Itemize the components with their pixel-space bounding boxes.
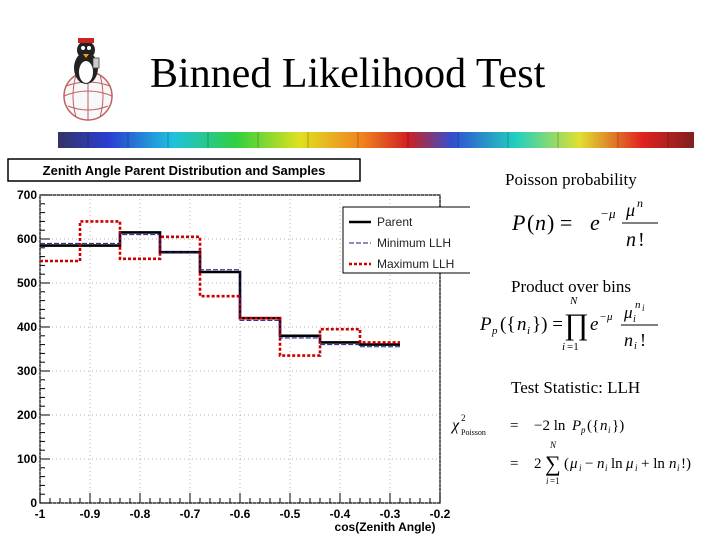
- svg-text:({: ({: [500, 314, 515, 335]
- svg-text:μ: μ: [608, 206, 616, 221]
- y-tick-label: 700: [17, 188, 37, 202]
- svg-text:−2 ln: −2 ln: [534, 418, 566, 434]
- svg-text:−: −: [601, 206, 608, 221]
- svg-text:n: n: [597, 456, 605, 472]
- svg-text:}) =: }) =: [532, 314, 563, 335]
- x-tick-label: -0.2: [430, 507, 451, 521]
- svg-text:ln: ln: [611, 456, 623, 472]
- legend-box: [342, 206, 470, 274]
- svg-text:μ: μ: [569, 456, 578, 472]
- poisson-probability-label: Poisson probability: [505, 170, 637, 189]
- svg-text:P: P: [571, 418, 581, 434]
- x-tick-label: -0.9: [80, 507, 101, 521]
- svg-text:e: e: [590, 210, 600, 235]
- experiment-logo: [63, 38, 113, 121]
- poisson-formula: P ( n ) = e − μ μ n n !: [511, 196, 658, 251]
- svg-text:=: =: [510, 456, 518, 472]
- x-tick-label: -1: [35, 507, 46, 521]
- svg-text:+ ln: + ln: [641, 456, 665, 472]
- y-tick-label: 500: [17, 276, 37, 290]
- svg-text:i: i: [635, 463, 638, 473]
- svg-text:!): !): [681, 456, 691, 472]
- x-axis-label: cos(Zenith Angle): [335, 520, 436, 534]
- y-tick-label: 200: [17, 408, 37, 422]
- svg-text:n: n: [624, 330, 633, 350]
- svg-text:p: p: [491, 325, 498, 337]
- svg-text:P: P: [511, 210, 525, 235]
- x-tick-label: -0.6: [230, 507, 251, 521]
- svg-text:) =: ) =: [547, 210, 572, 235]
- svg-text:p: p: [580, 425, 586, 435]
- svg-text:=: =: [510, 418, 518, 434]
- svg-text:μ: μ: [623, 303, 633, 322]
- svg-text:n: n: [669, 456, 677, 472]
- svg-text:!: !: [638, 229, 645, 251]
- llh-formula: χ 2 Poisson = −2 ln P p ({ n i }) = 2 N …: [450, 413, 691, 486]
- svg-text:i: i: [642, 303, 645, 313]
- svg-text:e: e: [590, 314, 598, 335]
- svg-text:i: i: [562, 341, 565, 353]
- svg-text:({: ({: [587, 418, 599, 434]
- svg-text:μ: μ: [606, 311, 613, 323]
- svg-text:−: −: [585, 456, 593, 472]
- svg-text:}): }): [612, 418, 624, 434]
- svg-text:n: n: [600, 418, 608, 434]
- svg-text:i: i: [546, 476, 549, 486]
- y-tick-label: 100: [17, 452, 37, 466]
- svg-text:i: i: [633, 314, 636, 325]
- x-tick-label: -0.7: [180, 507, 201, 521]
- svg-text:i: i: [527, 325, 530, 337]
- svg-text:=1: =1: [550, 476, 560, 486]
- legend-label: Minimum LLH: [377, 236, 451, 250]
- svg-text:n: n: [635, 299, 641, 311]
- y-tick-label: 400: [17, 320, 37, 334]
- svg-text:μ: μ: [625, 200, 635, 220]
- svg-text:(: (: [564, 456, 569, 472]
- slide-title: Binned Likelihood Test: [150, 51, 546, 97]
- svg-text:N: N: [549, 440, 557, 450]
- svg-text:i: i: [608, 425, 611, 435]
- legend-label: Maximum LLH: [377, 257, 454, 271]
- svg-text:χ: χ: [450, 417, 460, 434]
- svg-text:N: N: [569, 295, 578, 307]
- svg-text:i: i: [605, 463, 608, 473]
- svg-text:n: n: [626, 229, 636, 251]
- svg-text:2: 2: [534, 456, 542, 472]
- svg-text:=1: =1: [567, 341, 579, 353]
- svg-text:∏: ∏: [564, 308, 589, 341]
- svg-text:n: n: [535, 210, 546, 235]
- svg-text:Poisson: Poisson: [461, 428, 486, 437]
- svg-text:μ: μ: [625, 456, 634, 472]
- y-tick-label: 600: [17, 232, 37, 246]
- series-line-minimum-llh: [40, 234, 400, 348]
- y-tick-label: 300: [17, 364, 37, 378]
- x-tick-label: -0.4: [330, 507, 351, 521]
- product-over-bins-label: Product over bins: [511, 277, 631, 296]
- test-statistic-label: Test Statistic: LLH: [511, 378, 641, 397]
- legend-label: Parent: [377, 215, 413, 229]
- svg-text:i: i: [579, 463, 582, 473]
- svg-text:−: −: [600, 311, 606, 323]
- svg-text:!: !: [640, 330, 646, 350]
- svg-text:P: P: [479, 314, 492, 335]
- zenith-histogram-chart: Zenith Angle Parent Distribution and Sam…: [7, 158, 470, 534]
- svg-text:n: n: [517, 314, 527, 335]
- x-tick-label: -0.8: [130, 507, 151, 521]
- product-formula: P p ({ n i }) = N ∏ i =1 e − μ μ i n i n…: [479, 295, 658, 353]
- x-tick-label: -0.5: [280, 507, 301, 521]
- svg-text:2: 2: [461, 413, 466, 423]
- svg-text:i: i: [677, 463, 680, 473]
- svg-text:∑: ∑: [545, 451, 561, 476]
- rainbow-decoration-bar: [58, 132, 694, 148]
- x-tick-label: -0.3: [380, 507, 401, 521]
- series-line-maximum-llh: [40, 220, 400, 357]
- chart-title-box: [7, 158, 361, 182]
- svg-text:(: (: [527, 210, 534, 235]
- y-tick-label: 0: [30, 496, 37, 510]
- svg-text:n: n: [637, 196, 643, 210]
- svg-text:i: i: [634, 341, 637, 352]
- chart-title: Zenith Angle Parent Distribution and Sam…: [43, 163, 326, 178]
